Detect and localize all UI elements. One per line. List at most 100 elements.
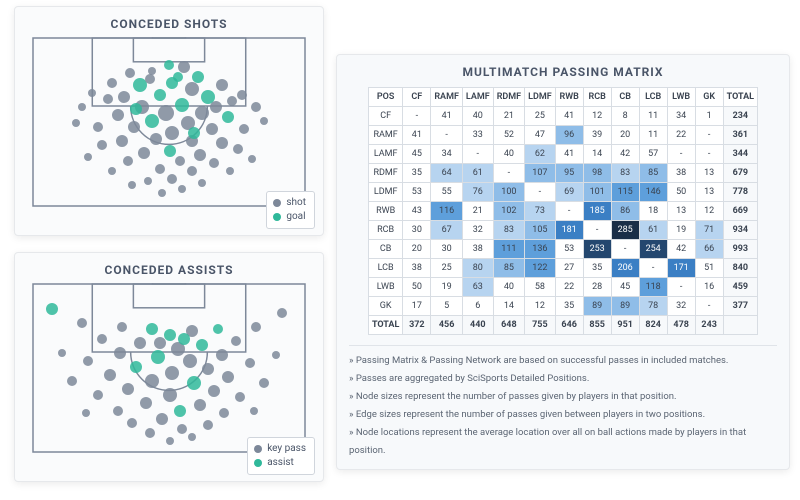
matrix-col-header: RWB <box>555 88 583 107</box>
matrix-cell: 19 <box>431 278 463 297</box>
scatter-dot <box>178 333 190 345</box>
matrix-col-header: LWB <box>667 88 695 107</box>
matrix-cell: - <box>525 183 556 202</box>
conceded-assists-panel: CONCEDED ASSISTS key passassist <box>14 252 324 482</box>
matrix-cell: 53 <box>403 183 431 202</box>
matrix-cell: 116 <box>431 202 463 221</box>
scatter-dot <box>77 318 87 328</box>
matrix-col-total: 855 <box>583 316 611 335</box>
matrix-cell: 105 <box>525 221 556 240</box>
scatter-dot <box>208 385 220 397</box>
matrix-cell: 42 <box>611 145 639 164</box>
scatter-dot <box>145 114 159 128</box>
matrix-cell: 80 <box>462 259 493 278</box>
matrix-cell: 85 <box>493 259 524 278</box>
scatter-dot <box>173 72 183 82</box>
scatter-dot <box>138 147 150 159</box>
matrix-cell: 115 <box>611 183 639 202</box>
matrix-cell: 12 <box>525 297 556 316</box>
matrix-note: Node locations represent the average loc… <box>349 424 777 460</box>
scatter-dot <box>164 145 176 157</box>
matrix-col-total <box>723 316 757 335</box>
matrix-cell: - <box>695 297 723 316</box>
matrix-row-total: 344 <box>723 145 757 164</box>
matrix-cell: - <box>695 126 723 145</box>
passing-matrix-title: MULTIMATCH PASSING MATRIX <box>337 55 789 83</box>
scatter-dot <box>250 407 258 415</box>
scatter-dot <box>175 156 185 166</box>
scatter-dot <box>174 405 186 417</box>
matrix-cell: 16 <box>695 278 723 297</box>
matrix-cell: 35 <box>583 259 611 278</box>
scatter-dot <box>237 90 247 100</box>
scatter-dot <box>117 322 127 332</box>
matrix-row-header: CB <box>368 240 402 259</box>
scatter-dot <box>164 60 174 70</box>
matrix-row-header: LWB <box>368 278 402 297</box>
matrix-cell: 28 <box>583 278 611 297</box>
matrix-row-header: LCB <box>368 259 402 278</box>
matrix-row-header: LDMF <box>368 183 402 202</box>
matrix-cell: 38 <box>667 164 695 183</box>
matrix-total-label: TOTAL <box>368 316 402 335</box>
matrix-cell: 101 <box>583 183 611 202</box>
matrix-cell: 41 <box>555 145 583 164</box>
matrix-row: LDMF535576100-691011151465013778 <box>368 183 757 202</box>
matrix-cell: 206 <box>611 259 639 278</box>
scatter-dot <box>251 322 261 332</box>
matrix-cell: 38 <box>403 259 431 278</box>
scatter-dot <box>239 124 249 134</box>
scatter-dot <box>222 371 234 383</box>
matrix-col-header: CF <box>403 88 431 107</box>
matrix-col-header: RAMF <box>431 88 463 107</box>
matrix-row-total: 840 <box>723 259 757 278</box>
matrix-cell: 78 <box>639 297 667 316</box>
matrix-cell: 17 <box>403 297 431 316</box>
matrix-cell: 8 <box>611 107 639 126</box>
matrix-cell: 62 <box>525 145 556 164</box>
passing-matrix-table: POSCFRAMFLAMFRDMFLDMFRWBRCBCBLCBLWBGKTOT… <box>368 87 758 335</box>
scatter-dot <box>188 433 196 441</box>
scatter-dot <box>165 366 179 380</box>
matrix-cell: 181 <box>555 221 583 240</box>
matrix-cell: 52 <box>493 126 524 145</box>
scatter-dot <box>134 337 146 349</box>
matrix-cell: 61 <box>462 164 493 183</box>
matrix-cell: - <box>695 145 723 164</box>
matrix-cell: 40 <box>493 145 524 164</box>
legend-item: assist <box>254 456 306 470</box>
scatter-dot <box>163 388 177 402</box>
scatter-dot <box>128 181 136 189</box>
matrix-col-total: 456 <box>431 316 463 335</box>
scatter-dot <box>84 153 92 161</box>
matrix-cell: 85 <box>639 164 667 183</box>
matrix-cell: 11 <box>639 107 667 126</box>
matrix-cell: 146 <box>639 183 667 202</box>
scatter-dot <box>128 121 140 133</box>
matrix-cell: 71 <box>695 221 723 240</box>
matrix-cell: 6 <box>462 297 493 316</box>
matrix-cell: 19 <box>667 221 695 240</box>
scatter-dot <box>116 135 128 147</box>
conceded-shots-title: CONCEDED SHOTS <box>15 7 323 35</box>
matrix-cell: - <box>555 202 583 221</box>
matrix-cell: 43 <box>403 202 431 221</box>
matrix-col-header: LDMF <box>525 88 556 107</box>
scatter-dot <box>158 189 166 197</box>
matrix-col-header: TOTAL <box>723 88 757 107</box>
matrix-cell: 40 <box>493 278 524 297</box>
matrix-cell: 20 <box>403 240 431 259</box>
assists-pitch <box>32 283 306 453</box>
scatter-dot <box>103 94 113 104</box>
scatter-dot <box>130 103 142 115</box>
matrix-cell: 55 <box>431 183 463 202</box>
legend-swatch <box>273 213 281 221</box>
matrix-cell: 57 <box>639 145 667 164</box>
matrix-row-header: RWB <box>368 202 402 221</box>
scatter-dot <box>245 358 255 368</box>
scatter-dot <box>67 376 77 386</box>
scatter-dot <box>158 105 174 121</box>
matrix-cell: 100 <box>493 183 524 202</box>
matrix-note: Passing Matrix & Passing Network are bas… <box>349 352 777 370</box>
matrix-cell: - <box>667 278 695 297</box>
